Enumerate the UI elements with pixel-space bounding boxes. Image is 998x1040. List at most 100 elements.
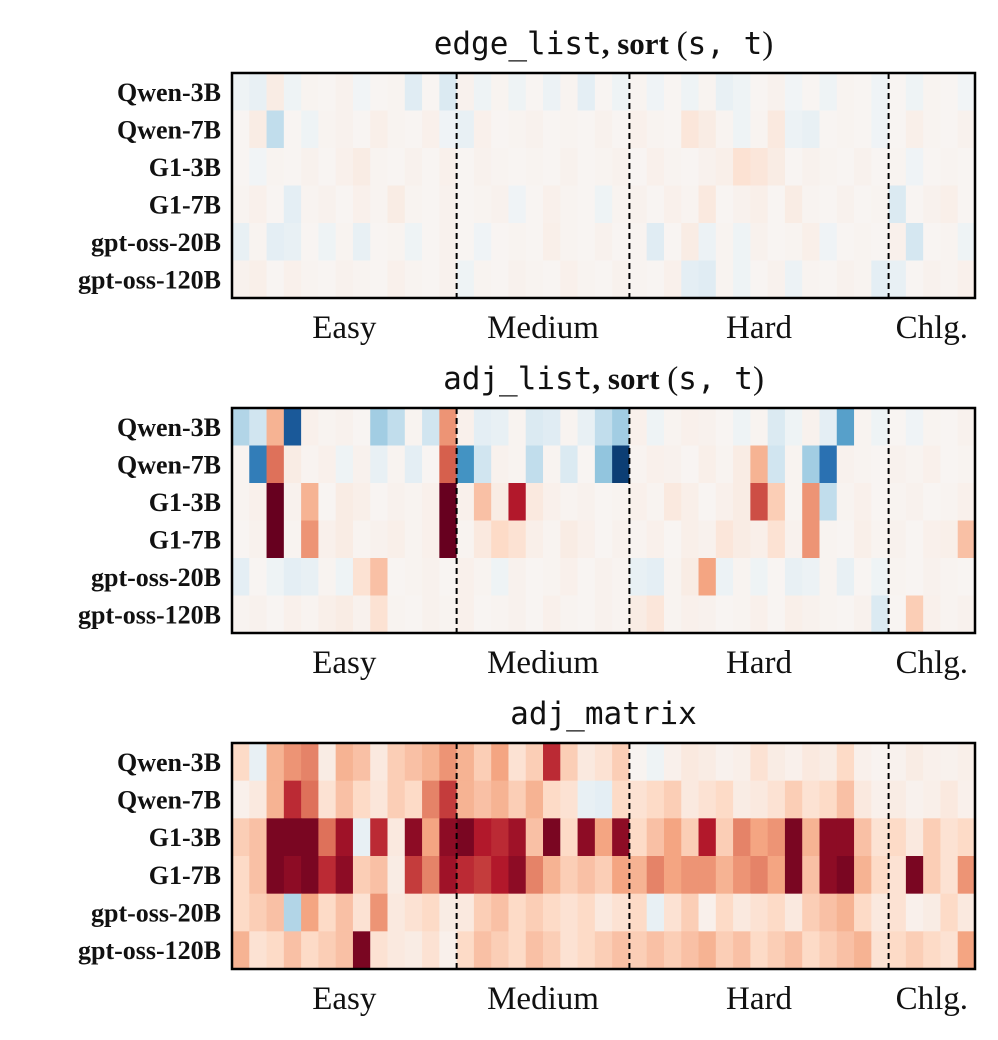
heatmap-cell	[698, 148, 717, 187]
heatmap-cell	[733, 856, 751, 895]
heatmap-cell	[871, 483, 890, 522]
heatmap-cell	[923, 780, 942, 819]
heatmap-cell	[560, 73, 579, 112]
heatmap-cell	[456, 856, 475, 895]
title-paren-open: (	[677, 26, 688, 62]
heatmap-cell	[318, 595, 337, 634]
heatmap-cell	[456, 558, 475, 597]
heatmap-cell	[646, 483, 665, 522]
heatmap-cell	[249, 931, 268, 970]
heatmap-cell	[715, 185, 734, 224]
heatmap-cell	[923, 260, 942, 299]
heatmap-cell	[439, 483, 458, 522]
heatmap-cell	[283, 73, 302, 112]
heatmap-cell	[888, 743, 907, 782]
heatmap-cell	[560, 483, 579, 522]
heatmap-cell	[404, 223, 423, 262]
heatmap-cell	[681, 595, 700, 634]
heatmap-cell	[439, 73, 458, 112]
heatmap-cell	[370, 483, 389, 522]
heatmap-cell	[819, 520, 838, 559]
heatmap-cell	[750, 110, 769, 149]
heatmap-cell	[854, 110, 872, 149]
heatmap-cell	[905, 408, 924, 447]
heatmap-cell	[370, 743, 389, 782]
heatmap-cell	[473, 185, 492, 224]
heatmap-cell	[422, 223, 440, 262]
heatmap-cell	[663, 260, 682, 299]
heatmap-cell	[352, 408, 371, 447]
heatmap-cell	[335, 931, 354, 970]
heatmap-cell	[698, 743, 717, 782]
heatmap-cell	[525, 743, 544, 782]
heatmap-cell	[543, 408, 561, 447]
heatmap-cell	[767, 780, 786, 819]
heatmap-cell	[698, 520, 717, 559]
heatmap-cell	[750, 408, 769, 447]
heatmap-cell	[802, 780, 821, 819]
heatmap-cell	[629, 743, 648, 782]
title-paren-open: (	[667, 361, 678, 397]
heatmap-cell	[422, 595, 440, 634]
chart-title: adj_matrix	[510, 696, 697, 732]
heatmap-cell	[767, 743, 786, 782]
heatmap-cell	[767, 73, 786, 112]
heatmap-cell	[750, 260, 769, 299]
heatmap-cell	[577, 558, 596, 597]
heatmap-cell	[422, 445, 440, 484]
group-label: Medium	[487, 981, 599, 1017]
heatmap-cell	[404, 408, 423, 447]
heatmap-cell	[784, 595, 803, 634]
heatmap-cell	[525, 185, 544, 224]
heatmap-cell	[387, 818, 406, 857]
heatmap-cell	[560, 260, 579, 299]
heatmap-cell	[612, 185, 631, 224]
heatmap-cell	[715, 595, 734, 634]
heatmap-cell	[888, 893, 907, 932]
heatmap-cell	[232, 558, 250, 597]
heatmap-cell	[646, 856, 665, 895]
heatmap-cell	[767, 408, 786, 447]
heatmap-cell	[283, 893, 302, 932]
heatmap-cell	[854, 445, 872, 484]
heatmap-cell	[456, 595, 475, 634]
row-label: Qwen-3B	[117, 748, 221, 777]
heatmap-cell	[784, 856, 803, 895]
heatmap-cell	[456, 445, 475, 484]
heatmap-cell	[335, 483, 354, 522]
heatmap-cell	[957, 856, 976, 895]
heatmap-cell	[957, 780, 976, 819]
heatmap-cell	[249, 743, 268, 782]
heatmap-cell	[594, 73, 613, 112]
heatmap-cell	[836, 818, 855, 857]
heatmap-cell	[249, 595, 268, 634]
heatmap-cell	[232, 483, 250, 522]
heatmap-cell	[854, 520, 872, 559]
heatmap-cell	[750, 893, 769, 932]
heatmap-cell	[854, 743, 872, 782]
heatmap-cell	[733, 595, 751, 634]
heatmap-cell	[888, 483, 907, 522]
heatmap-cell	[508, 483, 527, 522]
heatmap-cell	[940, 148, 959, 187]
title-code: edge_list	[434, 26, 602, 62]
heatmap-cell	[767, 185, 786, 224]
heatmap-cell	[733, 743, 751, 782]
heatmap-cell	[888, 408, 907, 447]
heatmap-cell	[594, 818, 613, 857]
heatmap-cell	[473, 558, 492, 597]
heatmap-cell	[784, 483, 803, 522]
heatmap-cell	[456, 408, 475, 447]
heatmap-cell	[663, 893, 682, 932]
heatmap-cell	[698, 73, 717, 112]
heatmap-cell	[957, 483, 976, 522]
heatmap-cell	[888, 595, 907, 634]
heatmap-cell	[266, 856, 285, 895]
heatmap-cell	[905, 595, 924, 634]
heatmap-cell	[508, 743, 527, 782]
group-label: Hard	[726, 310, 792, 346]
heatmap-cell	[594, 408, 613, 447]
heatmap-cell	[663, 931, 682, 970]
heatmap-cell	[404, 483, 423, 522]
heatmap-cell	[491, 445, 510, 484]
